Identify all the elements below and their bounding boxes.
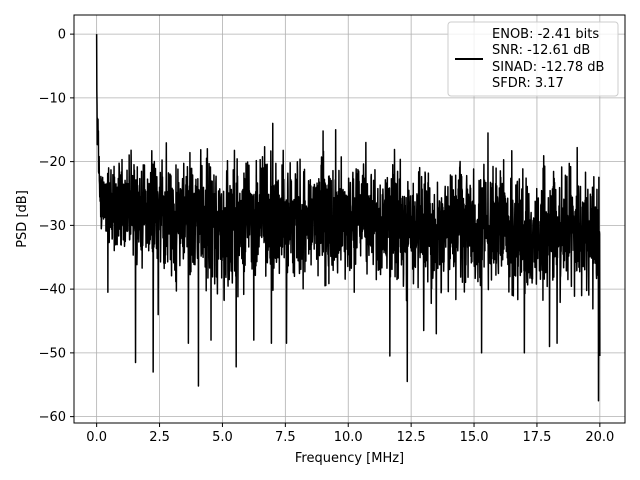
legend-entry-snr: SNR: -12.61 dB	[492, 43, 590, 58]
y-tick-label: −40	[39, 283, 66, 298]
psd-series-line	[95, 34, 601, 402]
y-tick-label: −10	[39, 91, 66, 106]
x-tick-label: 7.5	[275, 430, 296, 445]
y-axis-title: PSD [dB]	[15, 190, 30, 248]
plot-area	[95, 34, 601, 402]
axes-frame	[73, 14, 626, 424]
x-tick-label: 12.5	[397, 430, 426, 445]
legend-entry-enob: ENOB: -2.41 bits	[492, 27, 599, 42]
y-tick-label: 0	[58, 28, 66, 43]
x-axis-title: Frequency [MHz]	[295, 451, 404, 466]
y-tick-label: −60	[39, 410, 66, 425]
x-axis: 0.0 2.5 5.0 7.5 10.0 12.5 15.0 17.5 20.0	[86, 423, 614, 445]
x-tick-label: 5.0	[212, 430, 233, 445]
legend-entry-sinad: SINAD: -12.78 dB	[492, 60, 604, 75]
legend-box	[447, 21, 619, 97]
x-tick-label: 17.5	[522, 430, 551, 445]
x-tick-label: 2.5	[149, 430, 170, 445]
legend-entry-sfdr: SFDR: 3.17	[492, 76, 564, 91]
x-tick-label: 15.0	[460, 430, 489, 445]
legend: ENOB: -2.41 bits SNR: -12.61 dB SINAD: -…	[447, 21, 619, 97]
y-tick-label: −50	[39, 346, 66, 361]
y-axis: 0 −10 −20 −30 −40 −50 −60	[39, 28, 74, 425]
y-tick-label: −20	[39, 155, 66, 170]
x-tick-label: 10.0	[334, 430, 363, 445]
x-tick-label: 0.0	[86, 430, 107, 445]
y-tick-label: −30	[39, 219, 66, 234]
x-tick-label: 20.0	[585, 430, 614, 445]
